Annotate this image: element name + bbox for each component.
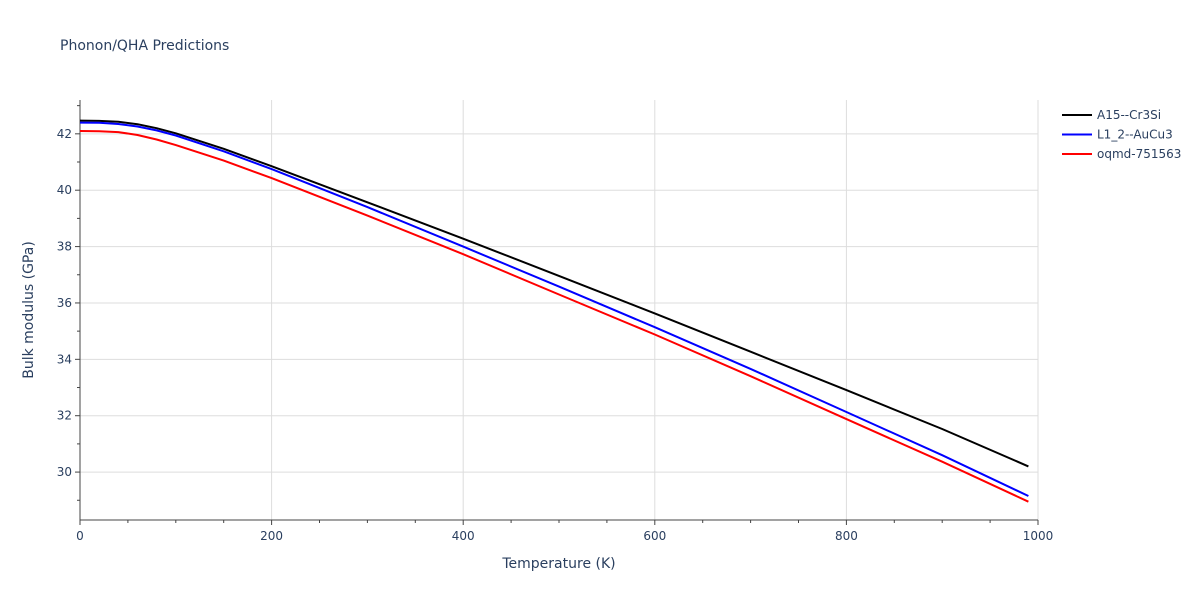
plot-area — [79, 119, 1029, 503]
legend-entry: L1_2--AuCu3 — [1097, 128, 1173, 142]
y-tick-label: 38 — [57, 240, 72, 254]
y-tick-label: 34 — [57, 352, 72, 366]
y-tick-label: 42 — [57, 127, 72, 141]
legend-entry: oqmd-751563 — [1097, 147, 1181, 161]
x-tick-label: 600 — [643, 529, 666, 543]
legend-entry: A15--Cr3Si — [1097, 108, 1161, 122]
series-line-L1_2--AuCu3 — [79, 121, 1029, 497]
x-tick-labels: 0 200 400 600 800 1000 — [76, 529, 1053, 543]
x-tick-label: 1000 — [1023, 529, 1054, 543]
legend: A15--Cr3Si L1_2--AuCu3 oqmd-751563 — [1062, 108, 1181, 161]
y-tick-label: 32 — [57, 409, 72, 423]
series-line-A15--Cr3Si — [79, 119, 1029, 468]
y-tick-label: 40 — [57, 183, 72, 197]
x-tick-label: 0 — [76, 529, 84, 543]
y-tick-labels: 30 32 34 36 38 40 42 — [57, 127, 72, 479]
x-axis-label: Temperature (K) — [501, 556, 615, 572]
x-tick-label: 400 — [452, 529, 475, 543]
x-tick-label: 200 — [260, 529, 283, 543]
chart-title: Phonon/QHA Predictions — [60, 38, 229, 54]
x-tick-label: 800 — [835, 529, 858, 543]
y-tick-label: 36 — [57, 296, 72, 310]
axes — [75, 100, 1039, 525]
y-axis-label: Bulk modulus (GPa) — [21, 241, 37, 379]
series-line-oqmd-751563 — [79, 130, 1029, 503]
y-tick-label: 30 — [57, 465, 72, 479]
grid — [80, 100, 1039, 520]
